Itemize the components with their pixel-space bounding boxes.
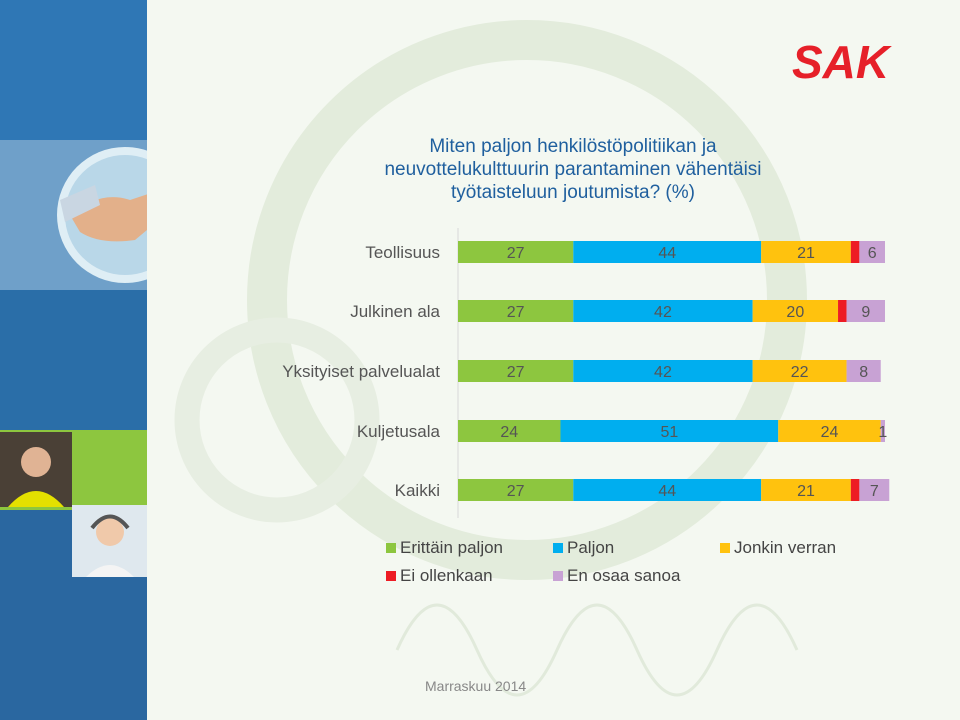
bar-segment — [846, 300, 885, 322]
chart-bars: Teollisuus 27 44 21 6 Julkinen ala 27 42 20 9 Yksi… — [282, 228, 890, 518]
bar-segment — [573, 360, 753, 382]
bar-segment — [859, 479, 890, 501]
data-label: 27 — [507, 304, 525, 321]
chart-title-line: neuvottelukulttuurin parantaminen vähent… — [384, 159, 761, 180]
bar-segment — [752, 300, 839, 322]
bar-segment — [859, 241, 885, 263]
bar-segment — [458, 420, 561, 442]
legend-swatch — [386, 543, 396, 553]
data-label: 27 — [507, 364, 525, 381]
bar-segment — [850, 479, 860, 501]
data-label: 6 — [868, 245, 877, 262]
data-label: 42 — [654, 304, 672, 321]
bar-segment — [761, 479, 851, 501]
bar-segment — [458, 360, 574, 382]
decorative-photo-sidebar — [0, 0, 147, 720]
legend-label: Erittäin paljon — [400, 538, 503, 557]
bar-segment — [846, 360, 881, 382]
data-label: 8 — [859, 364, 868, 381]
legend-swatch — [386, 571, 396, 581]
data-label: 27 — [507, 245, 525, 262]
data-label: 24 — [821, 424, 839, 441]
data-label: 1 — [878, 424, 887, 441]
bar-segment — [458, 300, 574, 322]
data-label: 22 — [791, 364, 809, 381]
sak-logo-text: SAK — [792, 38, 892, 86]
legend-swatch — [553, 543, 563, 553]
data-label: 21 — [797, 483, 815, 500]
sak-logo: SAK — [792, 38, 892, 86]
chart-title-line: työtaisteluun joutumista? (%) — [451, 182, 695, 203]
woman-portrait-icon — [86, 514, 134, 577]
category-label: Teollisuus — [365, 243, 440, 262]
bar-segment — [573, 241, 762, 263]
bar-segment — [573, 479, 762, 501]
worker-portrait-icon — [8, 447, 64, 507]
data-label: 21 — [797, 245, 815, 262]
data-label: 44 — [658, 245, 676, 262]
bar-segment — [880, 420, 885, 442]
legend-label: Jonkin verran — [734, 538, 836, 557]
data-label: 9 — [861, 304, 870, 321]
bar-segment — [838, 300, 847, 322]
data-label: 20 — [786, 304, 804, 321]
data-label: 24 — [500, 424, 518, 441]
bar-segment — [560, 420, 779, 442]
legend-label: Paljon — [567, 538, 614, 557]
chart-title-line: Miten paljon henkilöstöpolitiikan ja — [429, 136, 717, 157]
category-label: Yksityiset palvelualat — [282, 362, 440, 381]
category-label: Kaikki — [395, 481, 440, 500]
legend-swatch — [553, 571, 563, 581]
bar-segment — [573, 300, 753, 322]
data-label: 27 — [507, 483, 525, 500]
data-label: 42 — [654, 364, 672, 381]
data-label: 51 — [660, 424, 678, 441]
data-label: 44 — [658, 483, 676, 500]
chart-legend: Erittäin paljon Paljon Jonkin verran Ei oll… — [386, 538, 836, 585]
bar-segment — [761, 241, 851, 263]
bar-segment — [752, 360, 847, 382]
handshake-icon — [57, 147, 147, 283]
data-label: 7 — [870, 483, 879, 500]
bar-segment — [778, 420, 881, 442]
chart-title: Miten paljon henkilöstöpolitiikan janeuv… — [384, 136, 761, 203]
bar-segment — [850, 241, 860, 263]
bar-segment — [458, 241, 574, 263]
footer-date: Marraskuu 2014 — [425, 678, 527, 694]
category-label: Julkinen ala — [350, 302, 440, 321]
legend-label: Ei ollenkaan — [400, 566, 493, 585]
bar-segment — [458, 479, 574, 501]
legend-swatch — [720, 543, 730, 553]
category-label: Kuljetusala — [357, 422, 441, 441]
legend-label: En osaa sanoa — [567, 566, 681, 585]
